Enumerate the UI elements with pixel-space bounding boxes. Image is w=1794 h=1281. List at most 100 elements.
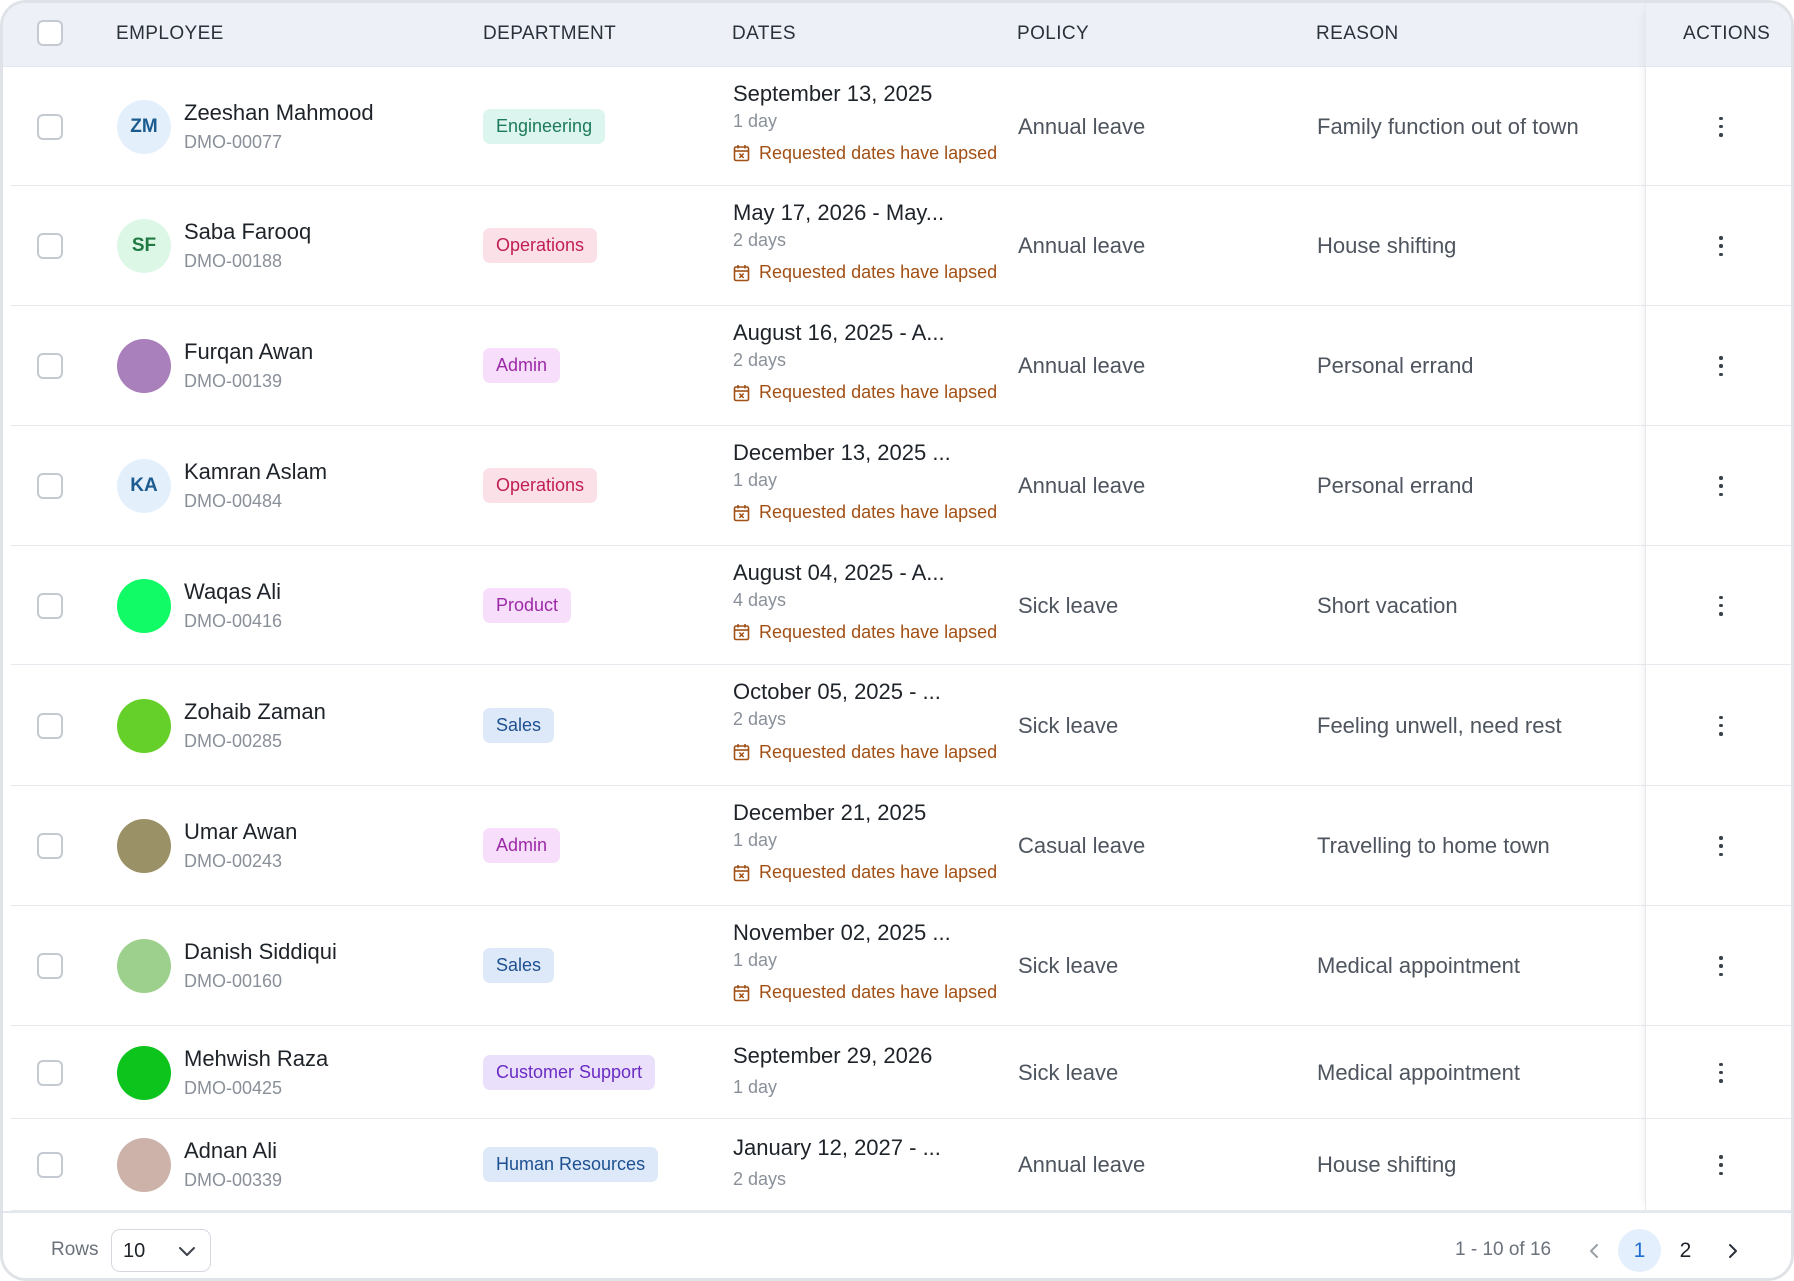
avatar [117,1045,171,1100]
avatar [117,939,171,993]
employee-name: Umar Awan [184,819,298,844]
row-actions-menu-icon[interactable] [1711,714,1731,738]
calendar-x-icon [733,384,759,402]
table-row[interactable]: Waqas Ali DMO-00416 Product August 04, 2025… [11,546,1791,665]
department-badge: Admin [483,348,561,383]
row-checkbox[interactable] [37,833,63,859]
row-checkbox[interactable] [37,1152,63,1178]
select-all-checkbox[interactable] [37,20,63,46]
row-checkbox[interactable] [37,592,63,619]
row-actions-menu-icon[interactable] [1711,594,1731,618]
leave-dates: December 13, 2025 ... [733,440,951,465]
row-actions-menu-icon[interactable] [1711,1061,1731,1085]
page-1-button[interactable]: 1 [1618,1229,1661,1272]
row-checkbox[interactable] [37,1059,63,1086]
employee-id: DMO-00077 [184,131,283,152]
lapsed-warning: Requested dates have lapsed [733,382,1003,403]
table-row[interactable]: Umar Awan DMO-00243 Admin December 21, 2025… [11,786,1791,906]
column-header-dates[interactable]: DATES [732,23,796,44]
leave-dates: September 13, 2025 [733,81,933,106]
leave-policy: Annual leave [1018,1152,1146,1177]
department-badge: Engineering [483,108,606,144]
avatar [117,578,171,633]
row-actions-menu-icon[interactable] [1711,474,1731,498]
leave-reason: Feeling unwell, need rest [1317,712,1562,738]
avatar-initials: ZM [130,115,158,137]
leave-policy: Casual leave [1018,833,1146,858]
row-checkbox[interactable] [37,953,63,979]
department-badge: Admin [483,828,561,863]
table-row[interactable]: Furqan Awan DMO-00139 Admin August 16, 2025… [11,306,1791,426]
table-header: EMPLOYEE DEPARTMENT DATES POLICY REASON … [3,3,1791,67]
leave-reason: House shifting [1317,1152,1457,1177]
employee-id: DMO-00285 [184,730,283,751]
table-row[interactable]: SF Saba Farooq DMO-00188 Operations May 17, … [11,186,1791,306]
page-2-button[interactable]: 2 [1679,1238,1692,1262]
row-actions-menu-icon[interactable] [1711,1153,1731,1177]
calendar-x-icon [733,504,759,522]
lapsed-warning: Requested dates have lapsed [733,862,1003,883]
leave-duration: 2 days [733,230,787,250]
avatar [117,819,171,873]
employee-name: Adnan Ali [184,1138,277,1163]
row-checkbox[interactable] [37,113,63,140]
row-checkbox[interactable] [37,712,63,739]
leave-duration: 2 days [733,709,787,729]
calendar-x-icon [733,984,759,1002]
department-badge: Human Resources [483,1147,659,1182]
leave-reason: Personal errand [1317,353,1474,378]
leave-dates: October 05, 2025 - ... [733,679,941,704]
rows-per-page-value: 10 [123,1240,146,1262]
row-checkbox[interactable] [37,233,63,259]
row-checkbox[interactable] [37,473,63,499]
leave-reason: Medical appointment [1317,953,1521,978]
leave-reason: House shifting [1317,233,1457,258]
leave-policy: Sick leave [1018,592,1119,618]
lapsed-warning: Requested dates have lapsed [733,742,1003,763]
department-badge: Sales [483,707,555,743]
leave-duration: 4 days [733,590,787,610]
chevron-right-icon [1728,1243,1737,1258]
table-row[interactable]: Danish Siddiqui DMO-00160 Sales November 02… [11,906,1791,1026]
lapsed-warning: Requested dates have lapsed [733,622,1003,643]
department-badge: Product [483,587,572,623]
leave-policy: Annual leave [1018,473,1146,498]
column-header-policy[interactable]: POLICY [1017,23,1090,44]
table-row[interactable]: Adnan Ali DMO-00339 Human Resources January… [11,1119,1791,1211]
calendar-x-icon [733,264,759,282]
calendar-x-icon [733,144,759,162]
leave-dates: September 29, 2026 [733,1042,933,1068]
employee-name: Waqas Ali [184,578,282,604]
employee-id: DMO-00160 [184,971,283,991]
row-actions-menu-icon[interactable] [1711,834,1731,858]
column-header-department[interactable]: DEPARTMENT [483,23,617,44]
row-actions-menu-icon[interactable] [1711,234,1731,258]
column-header-employee[interactable]: EMPLOYEE [116,23,224,44]
employee-id: DMO-00188 [184,251,283,271]
row-actions-menu-icon[interactable] [1711,115,1731,139]
row-actions-menu-icon[interactable] [1711,954,1731,978]
leave-dates: May 17, 2026 - May... [733,200,945,225]
avatar: KA [117,459,171,513]
table-row[interactable]: Zohaib Zaman DMO-00285 Sales October 05, 20… [11,665,1791,786]
table-row[interactable]: Mehwish Raza DMO-00425 Customer Support Sep… [11,1026,1791,1119]
leave-duration: 1 day [733,111,778,131]
table-row[interactable]: KA Kamran Aslam DMO-00484 Operations Decembe… [11,426,1791,546]
lapsed-warning: Requested dates have lapsed [733,262,1003,283]
leave-duration: 1 day [733,470,778,490]
leave-policy: Sick leave [1018,1059,1119,1085]
row-actions-menu-icon[interactable] [1711,354,1731,378]
previous-page-button[interactable] [1572,1229,1615,1272]
employee-name: Furqan Awan [184,339,314,364]
lapsed-warning: Requested dates have lapsed [733,982,1003,1003]
column-header-reason[interactable]: REASON [1316,23,1399,44]
avatar: ZM [117,99,171,154]
table-row[interactable]: ZM Zeeshan Mahmood DMO-00077 Engineering Sep… [11,67,1791,186]
next-page-button[interactable] [1711,1229,1754,1272]
leave-policy: Annual leave [1018,353,1146,378]
rows-per-page-select[interactable]: 10 [111,1229,211,1272]
leave-reason: Personal errand [1317,473,1474,498]
row-checkbox[interactable] [37,353,63,379]
leave-reason: Travelling to home town [1317,833,1550,858]
leave-duration: 1 day [733,950,778,970]
